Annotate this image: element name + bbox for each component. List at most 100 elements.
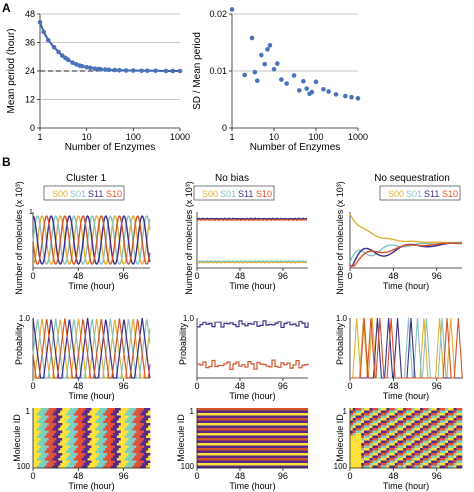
raster-cell <box>122 445 125 449</box>
raster-cell <box>109 418 112 421</box>
raster-cell <box>48 435 51 439</box>
raster-cell <box>130 445 133 449</box>
data-point <box>163 68 169 74</box>
raster-cell <box>112 435 116 439</box>
raster-cell <box>386 410 390 414</box>
raster-cell <box>445 415 449 419</box>
raster-cell <box>114 453 118 456</box>
raster-cell <box>66 448 69 451</box>
raster-cell <box>417 438 421 441</box>
raster-cell <box>89 413 92 416</box>
raster-cell <box>417 433 421 436</box>
data-point <box>259 52 264 58</box>
raster-cell <box>420 413 424 416</box>
raster-cell <box>408 465 412 469</box>
raster-cell <box>77 428 81 431</box>
raster-cell <box>77 448 81 451</box>
raster-cell <box>148 450 151 454</box>
raster-cell <box>128 450 131 454</box>
raster-cell <box>352 443 356 446</box>
raster-cell <box>411 448 415 451</box>
raster-cell <box>73 448 77 451</box>
raster-cell <box>38 435 42 439</box>
raster-cell <box>103 425 106 429</box>
raster-cell <box>392 463 396 466</box>
raster-cell <box>97 463 100 466</box>
x-axis-label: Number of Enzymes <box>250 142 341 153</box>
raster-cell <box>428 410 432 414</box>
raster-cell <box>107 423 110 426</box>
raster-cell <box>109 438 112 441</box>
raster-cell <box>116 440 120 444</box>
raster-cell <box>114 428 118 431</box>
raster-cell <box>101 450 104 454</box>
x-axis-label: Time (hour) <box>68 481 114 491</box>
raster-cell <box>439 448 443 451</box>
raster-cell <box>87 433 90 436</box>
raster-cell <box>361 418 365 421</box>
raster-cell <box>422 438 426 441</box>
raster-cell <box>358 450 362 454</box>
raster-cell <box>436 465 440 469</box>
raster-cell <box>453 428 457 431</box>
raster-cell <box>352 423 356 426</box>
raster-cell <box>445 430 449 434</box>
raster-cell <box>375 410 379 414</box>
raster-cell <box>36 455 40 459</box>
raster-cell <box>70 413 73 416</box>
raster-cell <box>417 450 421 454</box>
raster-cell <box>109 448 112 451</box>
raster-cell <box>422 413 426 416</box>
raster-cell <box>148 413 151 416</box>
raster-cell <box>358 465 362 469</box>
raster-cell <box>140 430 143 434</box>
raster-cell <box>383 418 387 421</box>
raster-cell <box>378 465 382 469</box>
raster-cell <box>397 408 401 411</box>
raster-cell <box>130 413 133 416</box>
raster-cell <box>386 450 390 454</box>
raster-cell <box>355 418 359 421</box>
raster-cell <box>456 465 460 469</box>
raster-cell <box>83 433 86 436</box>
raster-cell <box>34 465 38 469</box>
raster-cell <box>91 440 94 444</box>
raster-cell <box>389 430 393 434</box>
raster-cell <box>128 425 131 429</box>
raster-cell <box>456 423 460 426</box>
raster-cell <box>85 413 88 416</box>
raster-cell <box>122 423 125 426</box>
raster-cell <box>72 418 75 421</box>
raster-cell <box>70 430 73 434</box>
raster-cell <box>101 420 104 424</box>
raster-cell <box>62 413 65 416</box>
x-tick-label: 48 <box>388 381 398 391</box>
raster-cell <box>107 465 110 469</box>
raster-cell <box>408 448 412 451</box>
raster-cell <box>103 415 106 419</box>
series-s11 <box>350 317 462 379</box>
x-tick-label: 0 <box>347 381 352 391</box>
raster-cell <box>77 438 81 441</box>
raster-cell <box>66 450 69 454</box>
raster-cell <box>352 453 356 456</box>
raster-cell <box>411 420 415 424</box>
raster-cell <box>44 415 47 419</box>
raster-cell <box>62 418 65 421</box>
raster-cell <box>439 453 443 456</box>
raster-cell <box>116 455 120 459</box>
y-tick-label: 1.0 <box>183 314 195 323</box>
raster-cell <box>136 445 139 449</box>
raster-cell <box>132 415 135 419</box>
raster-cell <box>148 455 151 459</box>
raster-cell <box>34 430 38 434</box>
data-point <box>45 37 51 43</box>
raster-cell <box>361 415 365 419</box>
raster-cell <box>56 450 59 454</box>
x-tick-label: 0 <box>30 271 35 281</box>
raster-cell <box>60 413 63 416</box>
raster-cell <box>130 430 133 434</box>
raster-cell <box>40 415 44 419</box>
raster-cell <box>148 445 151 449</box>
raster-cell <box>58 445 61 449</box>
